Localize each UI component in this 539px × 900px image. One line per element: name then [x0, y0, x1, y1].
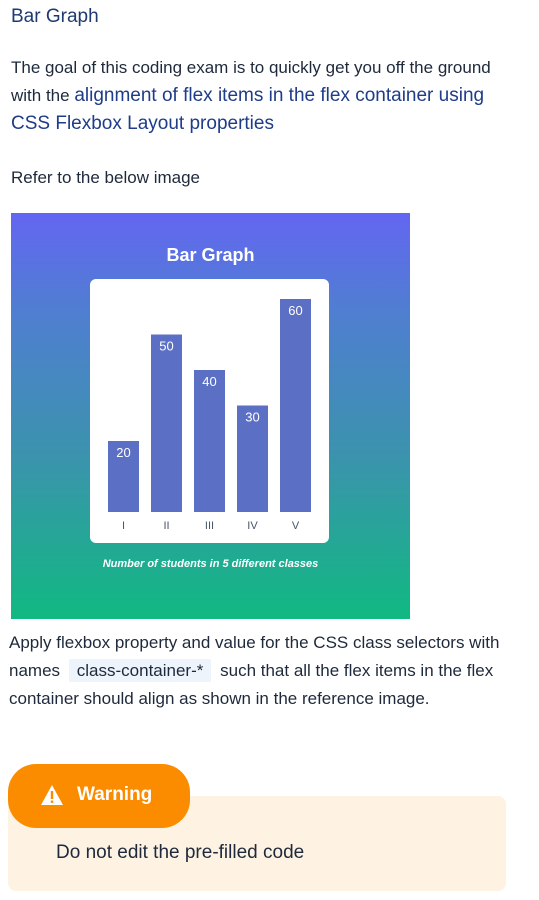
- bar-IV: [237, 405, 268, 512]
- category-tick-label: V: [292, 520, 300, 532]
- intro-text: The goal of this coding exam is to quick…: [11, 58, 491, 105]
- category-tick-label: III: [205, 520, 214, 532]
- bar-value-label: 30: [245, 410, 259, 425]
- bar-chart: 20 I 50 II 40 III 30 IV 60 V: [108, 299, 311, 532]
- warning-triangle-icon: [41, 785, 63, 805]
- instructions-text: Apply flexbox property and value for the…: [9, 633, 500, 680]
- instructions-text-end: such that all the flex items in the flex…: [9, 661, 494, 708]
- bar-I: [108, 441, 139, 512]
- bar-V: [280, 299, 311, 512]
- category-tick-label: IV: [247, 520, 258, 532]
- warning-text: Do not edit the pre-filled code: [56, 842, 305, 863]
- intro-highlight: alignment of flex items in the flex cont…: [11, 85, 485, 134]
- bar-III: [194, 370, 225, 512]
- instructions-paragraph: Apply flexbox property and value for the…: [9, 629, 519, 713]
- intro-paragraph: The goal of this coding exam is to quick…: [11, 54, 511, 138]
- reference-image: Bar Graph 20 I 50 II 40 III 30 IV 60 V Number of …: [11, 213, 410, 619]
- refer-text: Refer to the below image: [11, 168, 200, 187]
- category-tick-label: II: [163, 520, 169, 532]
- graph-caption: Number of students in 5 different classe…: [102, 558, 319, 570]
- page-title: Bar Graph: [11, 6, 99, 27]
- category-tick-label: I: [122, 520, 125, 532]
- graph-card: 20 I 50 II 40 III 30 IV 60 V: [90, 279, 329, 543]
- graph-title: Bar Graph: [166, 245, 255, 265]
- bar-value-label: 50: [159, 339, 173, 354]
- warning-tab: Warning: [8, 764, 190, 828]
- bar-value-label: 60: [288, 303, 302, 318]
- warning-label: Warning: [77, 784, 153, 805]
- bar-value-label: 20: [116, 445, 130, 460]
- bar-value-label: 40: [202, 374, 216, 389]
- code-class-name: class-container-*: [68, 659, 212, 682]
- bar-II: [151, 334, 182, 512]
